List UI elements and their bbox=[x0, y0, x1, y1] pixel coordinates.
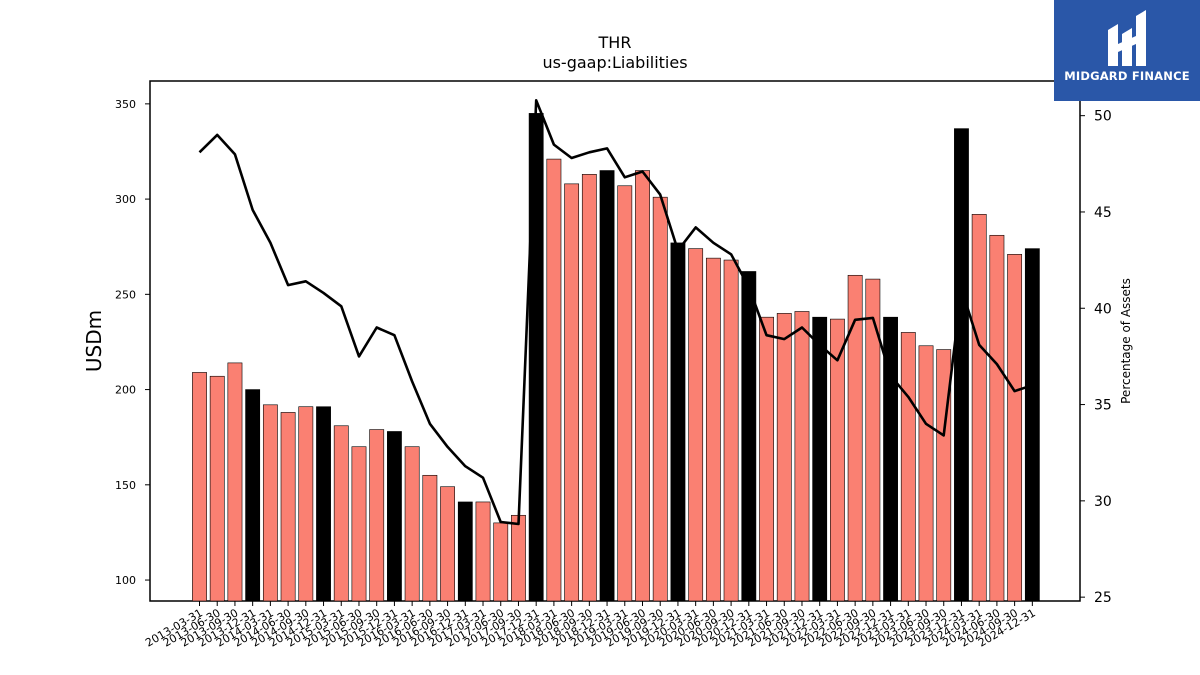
bar-2019-06-30 bbox=[635, 170, 650, 602]
bar-2017-06-30 bbox=[493, 522, 509, 602]
bar-2020-09-30 bbox=[723, 259, 739, 602]
bar-2016-09-30 bbox=[440, 486, 455, 602]
y-tick-label: 100 bbox=[115, 574, 136, 587]
y2-tick-label: 50 bbox=[1094, 109, 1112, 125]
bar-2023-06-30 bbox=[918, 345, 934, 602]
y2-tick-label: 35 bbox=[1094, 398, 1112, 414]
bar-2016-12-31 bbox=[457, 501, 473, 602]
bar-2017-09-30 bbox=[511, 514, 526, 602]
y-tick-label: 200 bbox=[115, 384, 136, 397]
x-axis: 2013-03-312013-06-302013-09-302013-12-31… bbox=[143, 601, 1038, 650]
plot-area: 100 150 200 250 300 350 25 30 35 40 45 50 2013-03-… bbox=[115, 80, 1112, 650]
bar-2021-03-31 bbox=[759, 316, 774, 602]
bar-2019-12-31 bbox=[670, 242, 686, 602]
bar-2018-12-31 bbox=[599, 170, 615, 602]
plot-frame bbox=[149, 80, 1081, 602]
bars bbox=[192, 113, 1040, 602]
y-tick-label: 300 bbox=[115, 193, 136, 206]
y2-tick-label: 45 bbox=[1094, 205, 1112, 221]
bar-2020-06-30 bbox=[705, 257, 721, 602]
y2-tick-label: 25 bbox=[1094, 590, 1112, 606]
logo-text: MIDGARD FINANCE bbox=[1064, 69, 1190, 83]
bar-2024-12-31 bbox=[1024, 248, 1040, 602]
bar-2019-09-30 bbox=[652, 196, 668, 602]
y-axis: 100 150 200 250 300 350 bbox=[115, 98, 150, 587]
bar-2021-12-31 bbox=[812, 316, 828, 602]
bar-2022-09-30 bbox=[865, 278, 881, 602]
bar-2020-12-31 bbox=[741, 271, 757, 602]
bar-2013-12-31 bbox=[245, 389, 261, 602]
y-tick-label: 250 bbox=[115, 288, 136, 301]
bar-2018-09-30 bbox=[581, 174, 597, 602]
bar-2014-03-31 bbox=[262, 404, 278, 602]
y2-axis: 25 30 35 40 45 50 bbox=[1080, 109, 1112, 606]
bar-2015-09-30 bbox=[369, 429, 385, 602]
bar-2018-06-30 bbox=[564, 183, 580, 602]
bar-2024-09-30 bbox=[1007, 254, 1023, 602]
bar-2013-06-30 bbox=[209, 375, 225, 602]
chart-title: THR bbox=[598, 33, 632, 52]
bar-2023-12-31 bbox=[954, 128, 969, 602]
y-axis-label: USDm bbox=[82, 310, 106, 372]
bar-2015-06-30 bbox=[351, 446, 367, 602]
bar-2014-09-30 bbox=[298, 406, 314, 602]
chart-subtitle: us-gaap:Liabilities bbox=[542, 53, 687, 72]
logo-mark-icon bbox=[1108, 10, 1146, 66]
bar-2024-03-31 bbox=[971, 214, 987, 602]
y-tick-label: 150 bbox=[115, 479, 136, 492]
bar-2017-12-31 bbox=[528, 113, 544, 602]
bar-2013-03-31 bbox=[192, 372, 207, 602]
bar-2024-06-30 bbox=[989, 234, 1005, 602]
bar-2015-12-31 bbox=[387, 431, 402, 602]
bar-2015-03-31 bbox=[333, 425, 349, 602]
bar-2021-09-30 bbox=[794, 311, 810, 602]
bar-2014-06-30 bbox=[280, 412, 296, 602]
percentage-line bbox=[198, 99, 1033, 526]
bar-2021-06-30 bbox=[776, 313, 792, 602]
bar-2016-06-30 bbox=[422, 474, 438, 602]
bar-2022-06-30 bbox=[847, 274, 863, 602]
bar-2019-03-31 bbox=[617, 185, 633, 602]
y2-axis-label: Percentage of Assets bbox=[1119, 278, 1133, 404]
bar-2023-03-31 bbox=[900, 332, 916, 602]
midgard-finance-logo: MIDGARD FINANCE bbox=[1054, 0, 1200, 101]
y2-tick-label: 30 bbox=[1094, 494, 1112, 510]
bar-2018-03-31 bbox=[546, 158, 562, 602]
y-tick-label: 350 bbox=[115, 98, 136, 111]
bar-2014-12-31 bbox=[316, 406, 331, 602]
bar-2016-03-31 bbox=[404, 446, 420, 602]
bar-2013-09-30 bbox=[227, 362, 243, 602]
bar-2020-03-31 bbox=[688, 248, 704, 602]
y2-tick-label: 40 bbox=[1094, 301, 1112, 317]
bar-2017-03-31 bbox=[475, 501, 491, 602]
